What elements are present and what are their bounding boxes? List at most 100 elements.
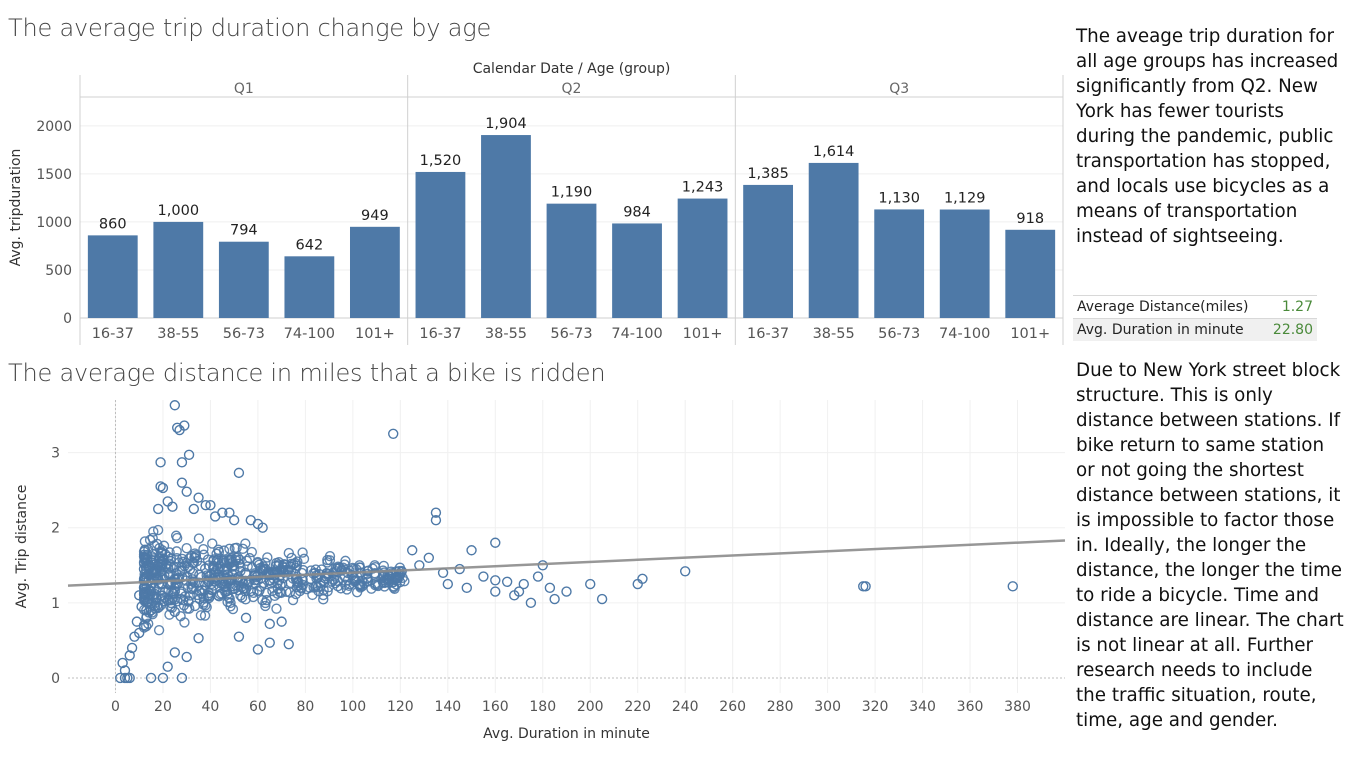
- scatter-point: [260, 600, 271, 612]
- scatter-point: [179, 420, 190, 431]
- x-axis-label: Avg. Duration in minute: [483, 726, 650, 742]
- scatter-point: [525, 597, 537, 609]
- scatter-point: [295, 582, 307, 593]
- scatter-point: [208, 554, 219, 565]
- scatter-point: [131, 616, 143, 627]
- summary-label-duration: Avg. Duration in minute: [1077, 322, 1244, 338]
- x-category-label: 16-37: [419, 326, 461, 342]
- scatter-point: [173, 572, 185, 583]
- bar-value-label: 1,129: [944, 191, 986, 207]
- scatter-point: [221, 586, 233, 597]
- scatter-point: [227, 603, 239, 615]
- bar-q2-16-37: [415, 171, 466, 318]
- scatter-point: [544, 582, 556, 594]
- scatter-point: [198, 544, 209, 555]
- scatter-point: [159, 586, 171, 597]
- x-category-label: 74-100: [611, 326, 662, 342]
- y-tick-label-4: 2000: [36, 119, 72, 135]
- scatter-point: [267, 585, 278, 597]
- x-category-label: 101+: [355, 326, 395, 342]
- y-axis-label: Avg. tripduration: [8, 149, 24, 267]
- scatter-point: [171, 546, 182, 557]
- x-tick-label-16: 320: [862, 699, 889, 715]
- scatter-point: [466, 545, 477, 556]
- scatter-point: [145, 672, 157, 684]
- scatter-point: [179, 617, 190, 628]
- y-tick-label-1: 500: [45, 263, 72, 279]
- scatter-point: [169, 647, 181, 658]
- scatter-point: [269, 590, 280, 602]
- x-tick-label-4: 80: [296, 699, 314, 715]
- scatter-point: [200, 499, 211, 511]
- scatter-point: [203, 592, 215, 604]
- scatter-point: [152, 602, 164, 614]
- scatter-point: [176, 672, 188, 684]
- bar-q2-56-73: [546, 203, 597, 318]
- scatter-point: [152, 524, 164, 536]
- bar-value-label: 918: [1016, 211, 1044, 227]
- scatter-point: [356, 575, 368, 586]
- scatter-point: [442, 578, 454, 590]
- scatter-point: [141, 612, 152, 624]
- scatter-point: [181, 543, 192, 554]
- x-tick-label-11: 220: [624, 699, 651, 715]
- scatter-point: [378, 577, 390, 589]
- x-category-label: 38-55: [813, 326, 855, 342]
- bar-q3-101+: [1005, 229, 1056, 318]
- scatter-point: [138, 558, 150, 570]
- scatter-point: [281, 586, 292, 597]
- x-tick-label-7: 140: [434, 699, 461, 715]
- scatter-point: [315, 580, 326, 592]
- scatter-point: [195, 610, 207, 621]
- scatter-point: [549, 593, 560, 605]
- summary-label-distance: Average Distance(miles): [1077, 299, 1249, 315]
- scatter-point: [139, 544, 151, 555]
- bar-value-label: 984: [623, 204, 651, 220]
- scatter-point: [205, 499, 216, 511]
- bar-q3-38-55: [808, 162, 859, 318]
- scatter-point: [207, 538, 218, 549]
- scatter-point: [138, 563, 150, 575]
- x-tick-label-3: 60: [249, 699, 267, 715]
- scatter-point: [143, 575, 154, 586]
- group-label-q2: Q2: [562, 81, 582, 97]
- scatter-point: [284, 587, 296, 598]
- scatter-point: [227, 580, 238, 592]
- scatter-point: [276, 616, 287, 627]
- scatter-point: [188, 581, 199, 592]
- scatter-chart: 0 20 40 60 80 100 120 140 160 180 200 220 240 260 280 3…: [14, 400, 1066, 742]
- scatter-point: [258, 577, 270, 589]
- bar-q1-101+: [349, 226, 400, 318]
- summary-row-duration: Avg. Duration in minute 22.80: [1073, 318, 1317, 341]
- x-tick-label-8: 160: [482, 699, 509, 715]
- scatter-point: [260, 597, 271, 609]
- scatter-point: [292, 580, 304, 591]
- bar-q1-38-55: [153, 221, 204, 318]
- scatter-point: [228, 515, 240, 526]
- scatter-point: [283, 547, 295, 559]
- bar-q2-101+: [677, 198, 728, 318]
- scatter-point: [240, 612, 252, 624]
- scatter-point: [171, 532, 183, 544]
- bar-q1-16-37: [87, 235, 138, 318]
- x-category-label: 38-55: [485, 326, 527, 342]
- scatter-point: [193, 533, 205, 544]
- scatter-point: [218, 571, 230, 582]
- scatter-point: [187, 567, 199, 579]
- x-tick-label-13: 260: [719, 699, 746, 715]
- x-category-label: 38-55: [157, 326, 199, 342]
- y-tick-label-3: 3: [51, 446, 60, 462]
- x-tick-label-15: 300: [814, 699, 841, 715]
- x-tick-label-5: 100: [339, 699, 366, 715]
- scatter-point: [330, 577, 341, 589]
- scatter-point: [246, 546, 258, 558]
- scatter-point: [198, 599, 209, 610]
- scatter-point: [596, 593, 608, 605]
- scatter-point: [490, 586, 501, 597]
- x-tick-label-0: 0: [111, 699, 120, 715]
- scatter-point: [153, 503, 164, 515]
- scatter-point: [358, 577, 370, 589]
- scatter-point: [155, 481, 166, 492]
- trend-line: [67, 539, 1066, 587]
- scatter-point: [176, 457, 188, 468]
